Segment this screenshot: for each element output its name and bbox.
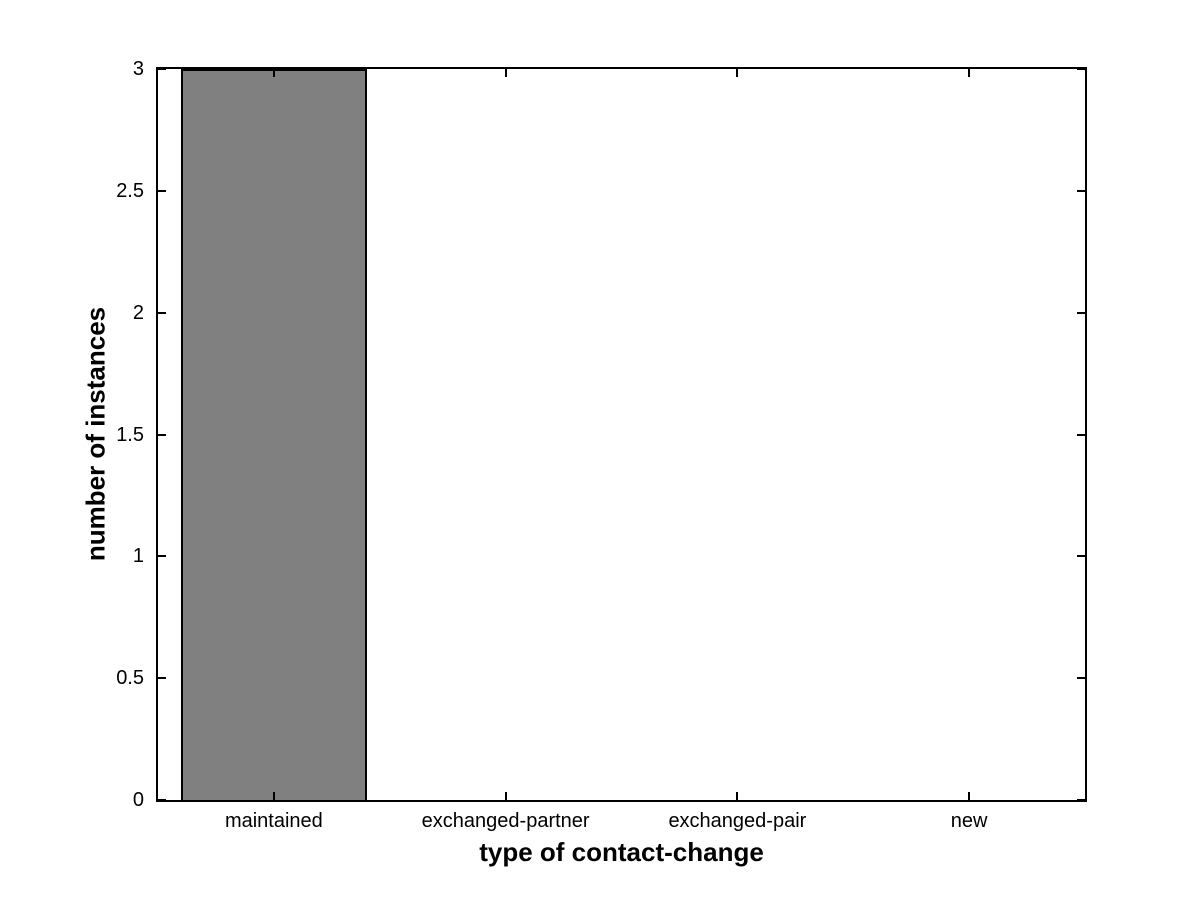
y-tick-right bbox=[1077, 311, 1085, 314]
y-tick-label: 1.5 bbox=[116, 423, 144, 446]
plot-area bbox=[156, 67, 1087, 802]
y-tick-label: 2 bbox=[132, 301, 144, 324]
y-tick-left bbox=[158, 433, 166, 436]
x-axis-label: type of contact-change bbox=[479, 837, 764, 867]
y-tick-left bbox=[158, 189, 166, 192]
x-tick-top bbox=[968, 69, 971, 77]
x-tick-bottom bbox=[504, 792, 507, 800]
x-tick-top bbox=[272, 69, 275, 77]
x-tick-bottom bbox=[968, 792, 971, 800]
y-tick-left bbox=[158, 311, 166, 314]
y-tick-right bbox=[1077, 799, 1085, 801]
y-tick-left bbox=[158, 555, 166, 558]
y-tick-label: 2.5 bbox=[116, 179, 144, 202]
y-tick-right bbox=[1077, 433, 1085, 436]
y-tick-right bbox=[1077, 677, 1085, 680]
x-tick-top bbox=[504, 69, 507, 77]
y-tick-left bbox=[158, 68, 166, 70]
y-tick-left bbox=[158, 677, 166, 680]
y-axis-label: number of instances bbox=[80, 306, 111, 562]
x-tick-top bbox=[736, 69, 739, 77]
y-tick-right bbox=[1077, 68, 1085, 70]
y-tick-label: 0 bbox=[132, 789, 144, 811]
x-tick-label-exchanged-pair: exchanged-pair bbox=[668, 810, 807, 832]
y-tick-right bbox=[1077, 189, 1085, 192]
y-tick-label: 1 bbox=[132, 545, 144, 568]
y-tick-label: 0.5 bbox=[116, 667, 144, 690]
x-tick-bottom bbox=[736, 792, 739, 800]
x-tick-bottom bbox=[272, 792, 275, 800]
y-tick-label: 3 bbox=[132, 58, 144, 80]
y-tick-right bbox=[1077, 555, 1085, 558]
x-tick-label-exchanged-partner: exchanged-partner bbox=[421, 810, 590, 832]
x-tick-label-maintained: maintained bbox=[224, 810, 323, 832]
x-tick-label-new: new bbox=[950, 810, 988, 832]
y-tick-left bbox=[158, 799, 166, 801]
bar-maintained bbox=[181, 69, 367, 800]
